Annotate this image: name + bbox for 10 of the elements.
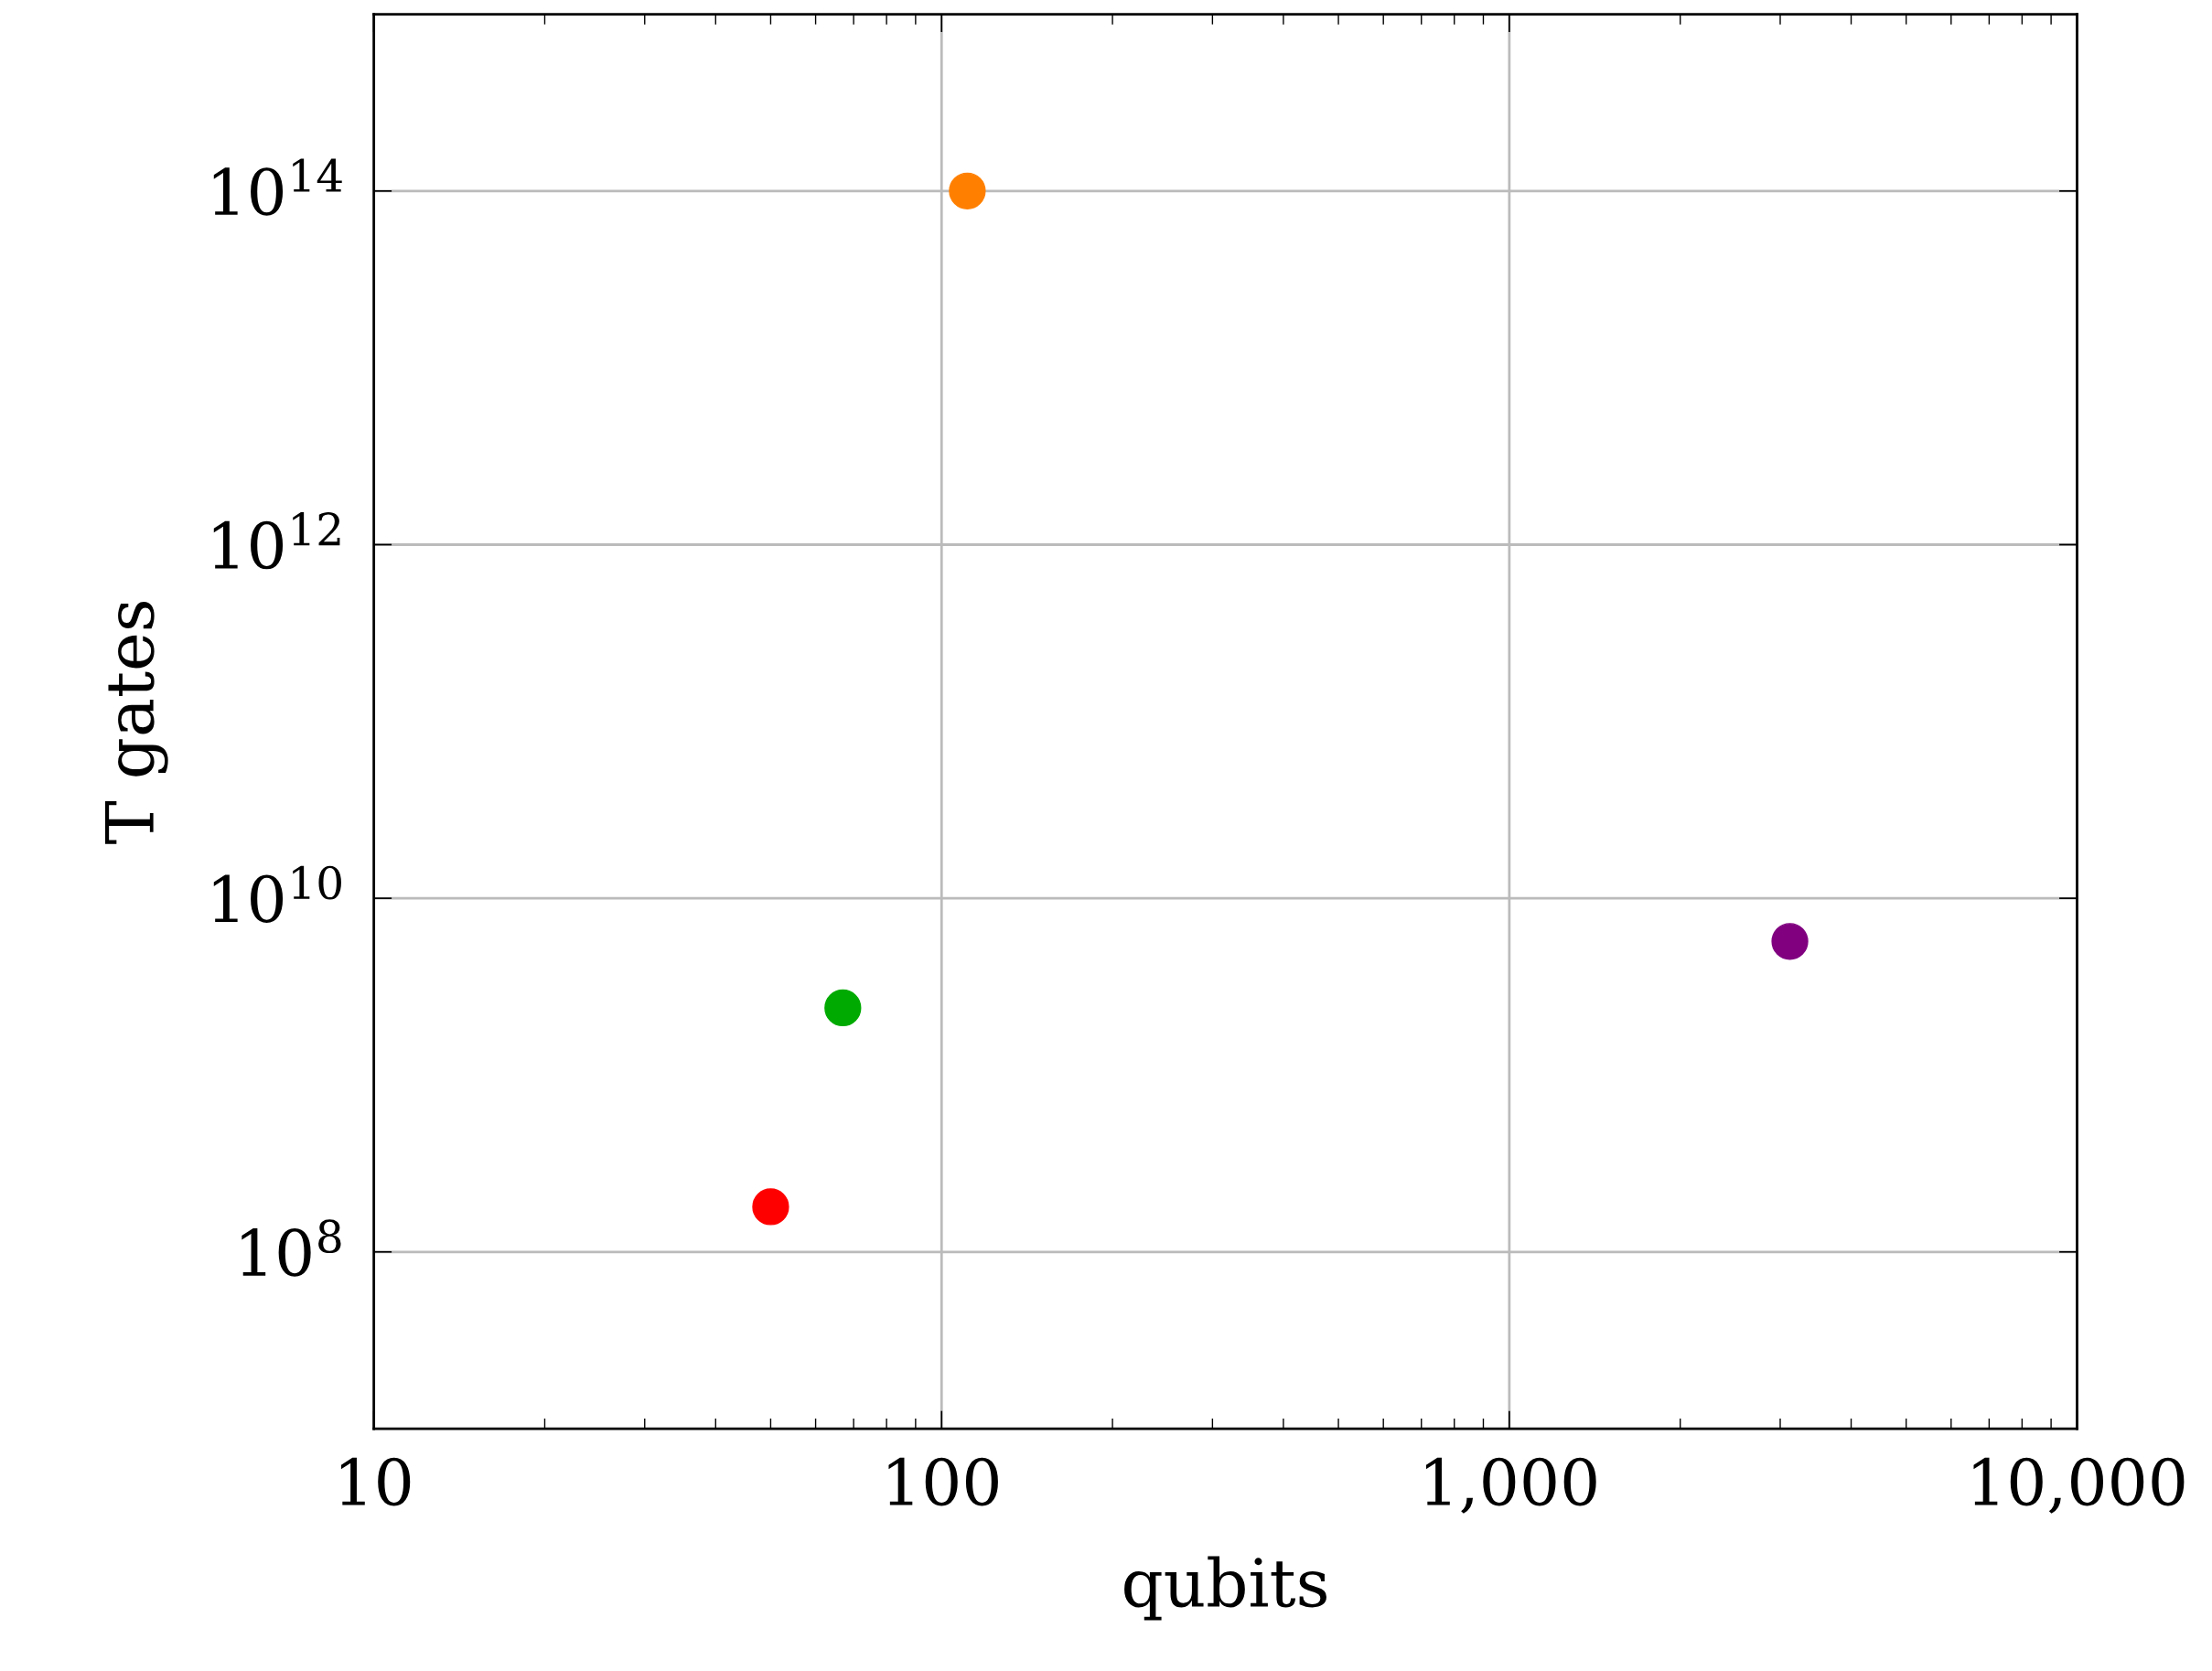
y-tick-label: 10$^{10}$ xyxy=(213,865,341,923)
x-tick-label: 100 xyxy=(888,1457,998,1506)
x-tick-label: 1,000 xyxy=(1425,1457,1596,1514)
y-tick-label: 10$^{8}$ xyxy=(242,1219,341,1277)
y-tick-label: 10$^{14}$ xyxy=(213,158,342,216)
x-tick-label: 10,000 xyxy=(1973,1457,2185,1514)
y-tick-label: 10$^{12}$ xyxy=(213,512,340,570)
y-axis-title: T gates xyxy=(104,601,168,844)
x-tick-label: 10 xyxy=(340,1457,411,1506)
x-axis-title: qubits xyxy=(1124,1556,1326,1621)
